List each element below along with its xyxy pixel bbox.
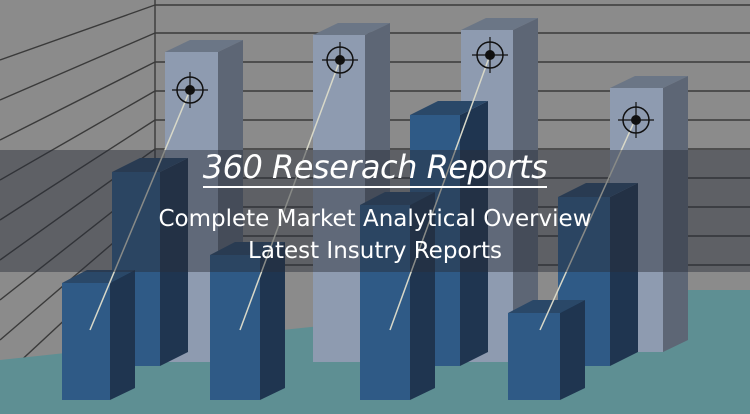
- banner-subtitle-line2: Latest Insutry Reports: [248, 238, 502, 264]
- banner-title: 360 Reserach Reports: [0, 148, 750, 188]
- banner-title-text: 360 Reserach Reports: [202, 148, 548, 188]
- banner-subtitle-line1: Complete Market Analytical Overview: [158, 206, 592, 232]
- pointer-lines: [89, 54, 636, 331]
- text-overlay-band: [0, 150, 750, 272]
